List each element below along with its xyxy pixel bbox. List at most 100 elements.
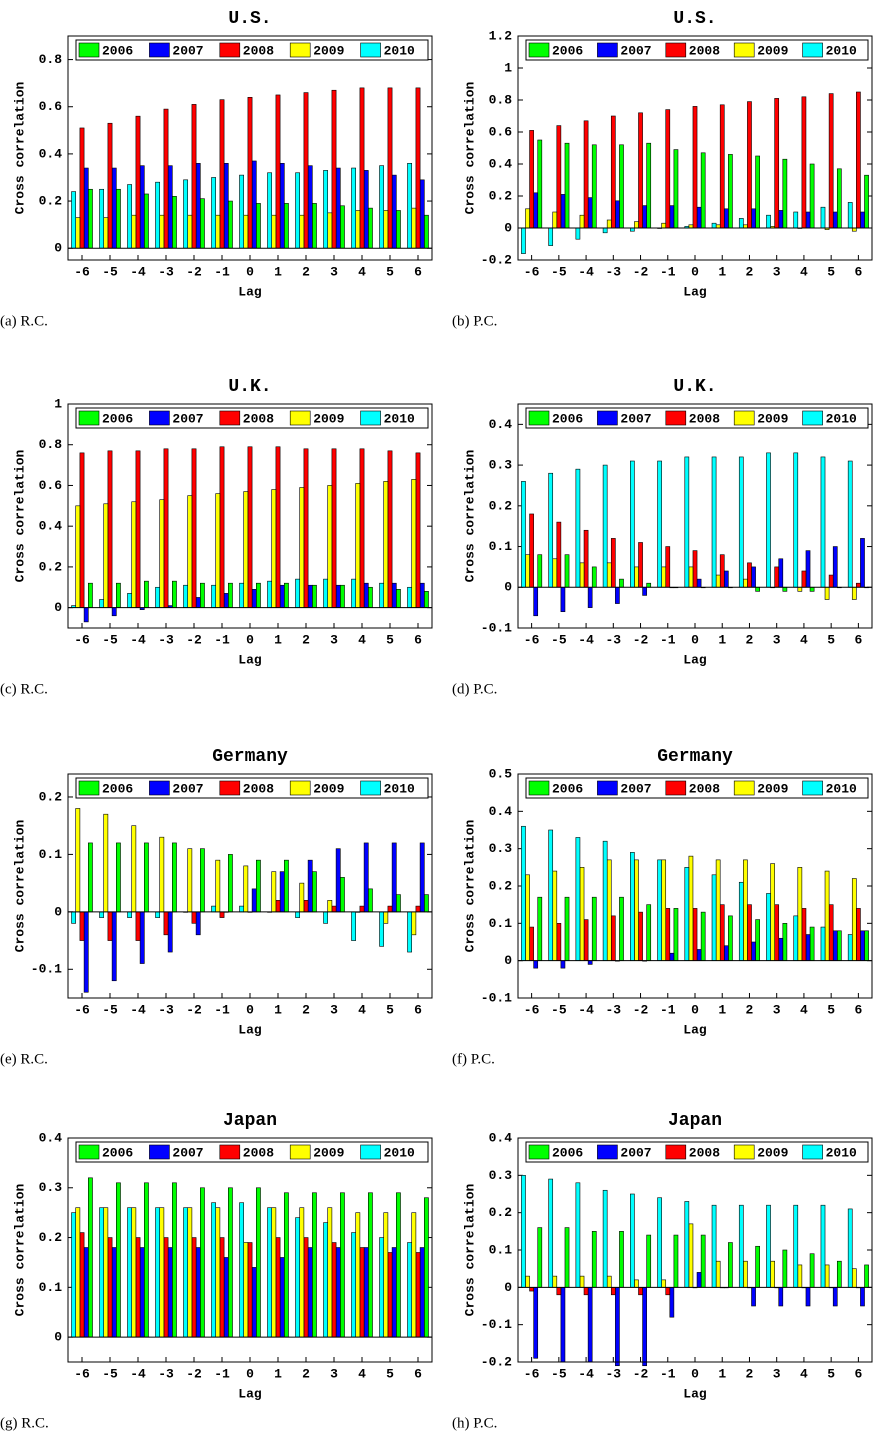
x-tick-label: -5 — [102, 1366, 118, 1381]
bar — [619, 578, 624, 588]
bar — [383, 911, 389, 924]
bar — [144, 1182, 149, 1338]
x-tick-label: -4 — [578, 632, 594, 647]
bar — [646, 1234, 652, 1288]
bar — [552, 558, 558, 588]
bar — [638, 911, 643, 961]
chart-title: Japan — [668, 1111, 722, 1131]
bar — [79, 127, 85, 249]
bar — [75, 217, 81, 249]
bar — [537, 554, 543, 588]
bar — [738, 881, 744, 961]
y-tick-label: 0 — [504, 220, 512, 235]
legend-label: 2006 — [552, 1145, 583, 1160]
bar — [860, 930, 865, 961]
bar — [395, 210, 401, 249]
bar — [223, 1257, 229, 1338]
bar — [211, 584, 216, 608]
bar — [646, 142, 652, 229]
bar — [766, 452, 771, 588]
bar — [183, 584, 188, 608]
axes-frame — [67, 773, 433, 999]
x-tick-label: 0 — [246, 632, 254, 647]
bar — [335, 1247, 341, 1338]
bar — [587, 960, 593, 965]
bar — [415, 905, 421, 913]
y-tick-label: 0.2 — [489, 878, 513, 893]
y-axis-label: Cross correlation — [12, 1183, 27, 1316]
x-tick-label: 0 — [246, 1002, 254, 1017]
x-axis-label: Lag — [238, 1386, 262, 1401]
legend-label: 2010 — [384, 411, 415, 426]
x-tick-label: 1 — [274, 264, 282, 279]
bar — [805, 1287, 811, 1307]
legend-swatch — [597, 1144, 618, 1160]
bar — [379, 1237, 384, 1338]
bar — [537, 139, 543, 229]
x-tick-label: -5 — [551, 632, 567, 647]
bar — [606, 1275, 612, 1288]
y-tick-label: 0.2 — [489, 188, 513, 203]
bar — [144, 580, 149, 608]
bar — [688, 855, 694, 961]
caption: (c) R.C. — [0, 681, 48, 697]
x-tick-label: -2 — [633, 1366, 649, 1381]
legend-swatch — [360, 410, 381, 426]
x-tick-label: -5 — [102, 632, 118, 647]
x-tick-label: 2 — [302, 1002, 310, 1017]
bar — [634, 859, 639, 961]
x-tick-label: 0 — [246, 1366, 254, 1381]
bar — [591, 896, 597, 961]
bar — [127, 1207, 132, 1338]
legend-label: 2007 — [620, 781, 651, 796]
bar — [75, 808, 81, 913]
x-tick-label: 0 — [691, 1366, 699, 1381]
chart-title: U.S. — [228, 9, 271, 29]
bar — [684, 867, 690, 961]
x-tick-label: -1 — [660, 264, 676, 279]
bar — [307, 859, 313, 913]
bar — [271, 1207, 277, 1338]
bar — [638, 1287, 643, 1296]
bar — [579, 214, 585, 229]
bar — [135, 911, 141, 941]
y-tick-label: 0.2 — [39, 559, 63, 574]
bar — [801, 570, 807, 588]
bar — [172, 1182, 177, 1338]
legend-label: 2007 — [620, 1145, 651, 1160]
legend-swatch — [149, 1144, 170, 1160]
bar — [778, 558, 784, 588]
legend-swatch — [149, 42, 170, 58]
axes-frame — [517, 403, 873, 629]
bar — [379, 582, 384, 608]
bar — [163, 448, 169, 608]
bar — [200, 198, 205, 249]
x-tick-label: 2 — [302, 632, 310, 647]
bar — [851, 878, 857, 961]
bar — [755, 155, 760, 229]
bar — [820, 206, 826, 229]
bar — [805, 211, 811, 229]
legend-swatch — [149, 780, 170, 796]
x-tick-label: -4 — [130, 1002, 146, 1017]
bar — [738, 1204, 744, 1288]
bar — [856, 908, 861, 961]
bar — [778, 937, 784, 961]
bar — [79, 1232, 85, 1338]
bar — [191, 448, 197, 608]
bar — [367, 586, 373, 608]
bar — [646, 582, 652, 588]
bar — [239, 174, 244, 249]
bar — [638, 112, 643, 229]
bar — [723, 945, 729, 961]
bar — [696, 578, 702, 588]
y-tick-label: 0.3 — [489, 841, 513, 856]
bar — [111, 607, 117, 617]
bar — [363, 170, 369, 249]
bar — [583, 919, 589, 961]
x-tick-label: -3 — [158, 264, 174, 279]
bar — [395, 894, 401, 913]
bar — [103, 217, 109, 249]
bar — [548, 829, 554, 961]
bar — [83, 911, 89, 993]
